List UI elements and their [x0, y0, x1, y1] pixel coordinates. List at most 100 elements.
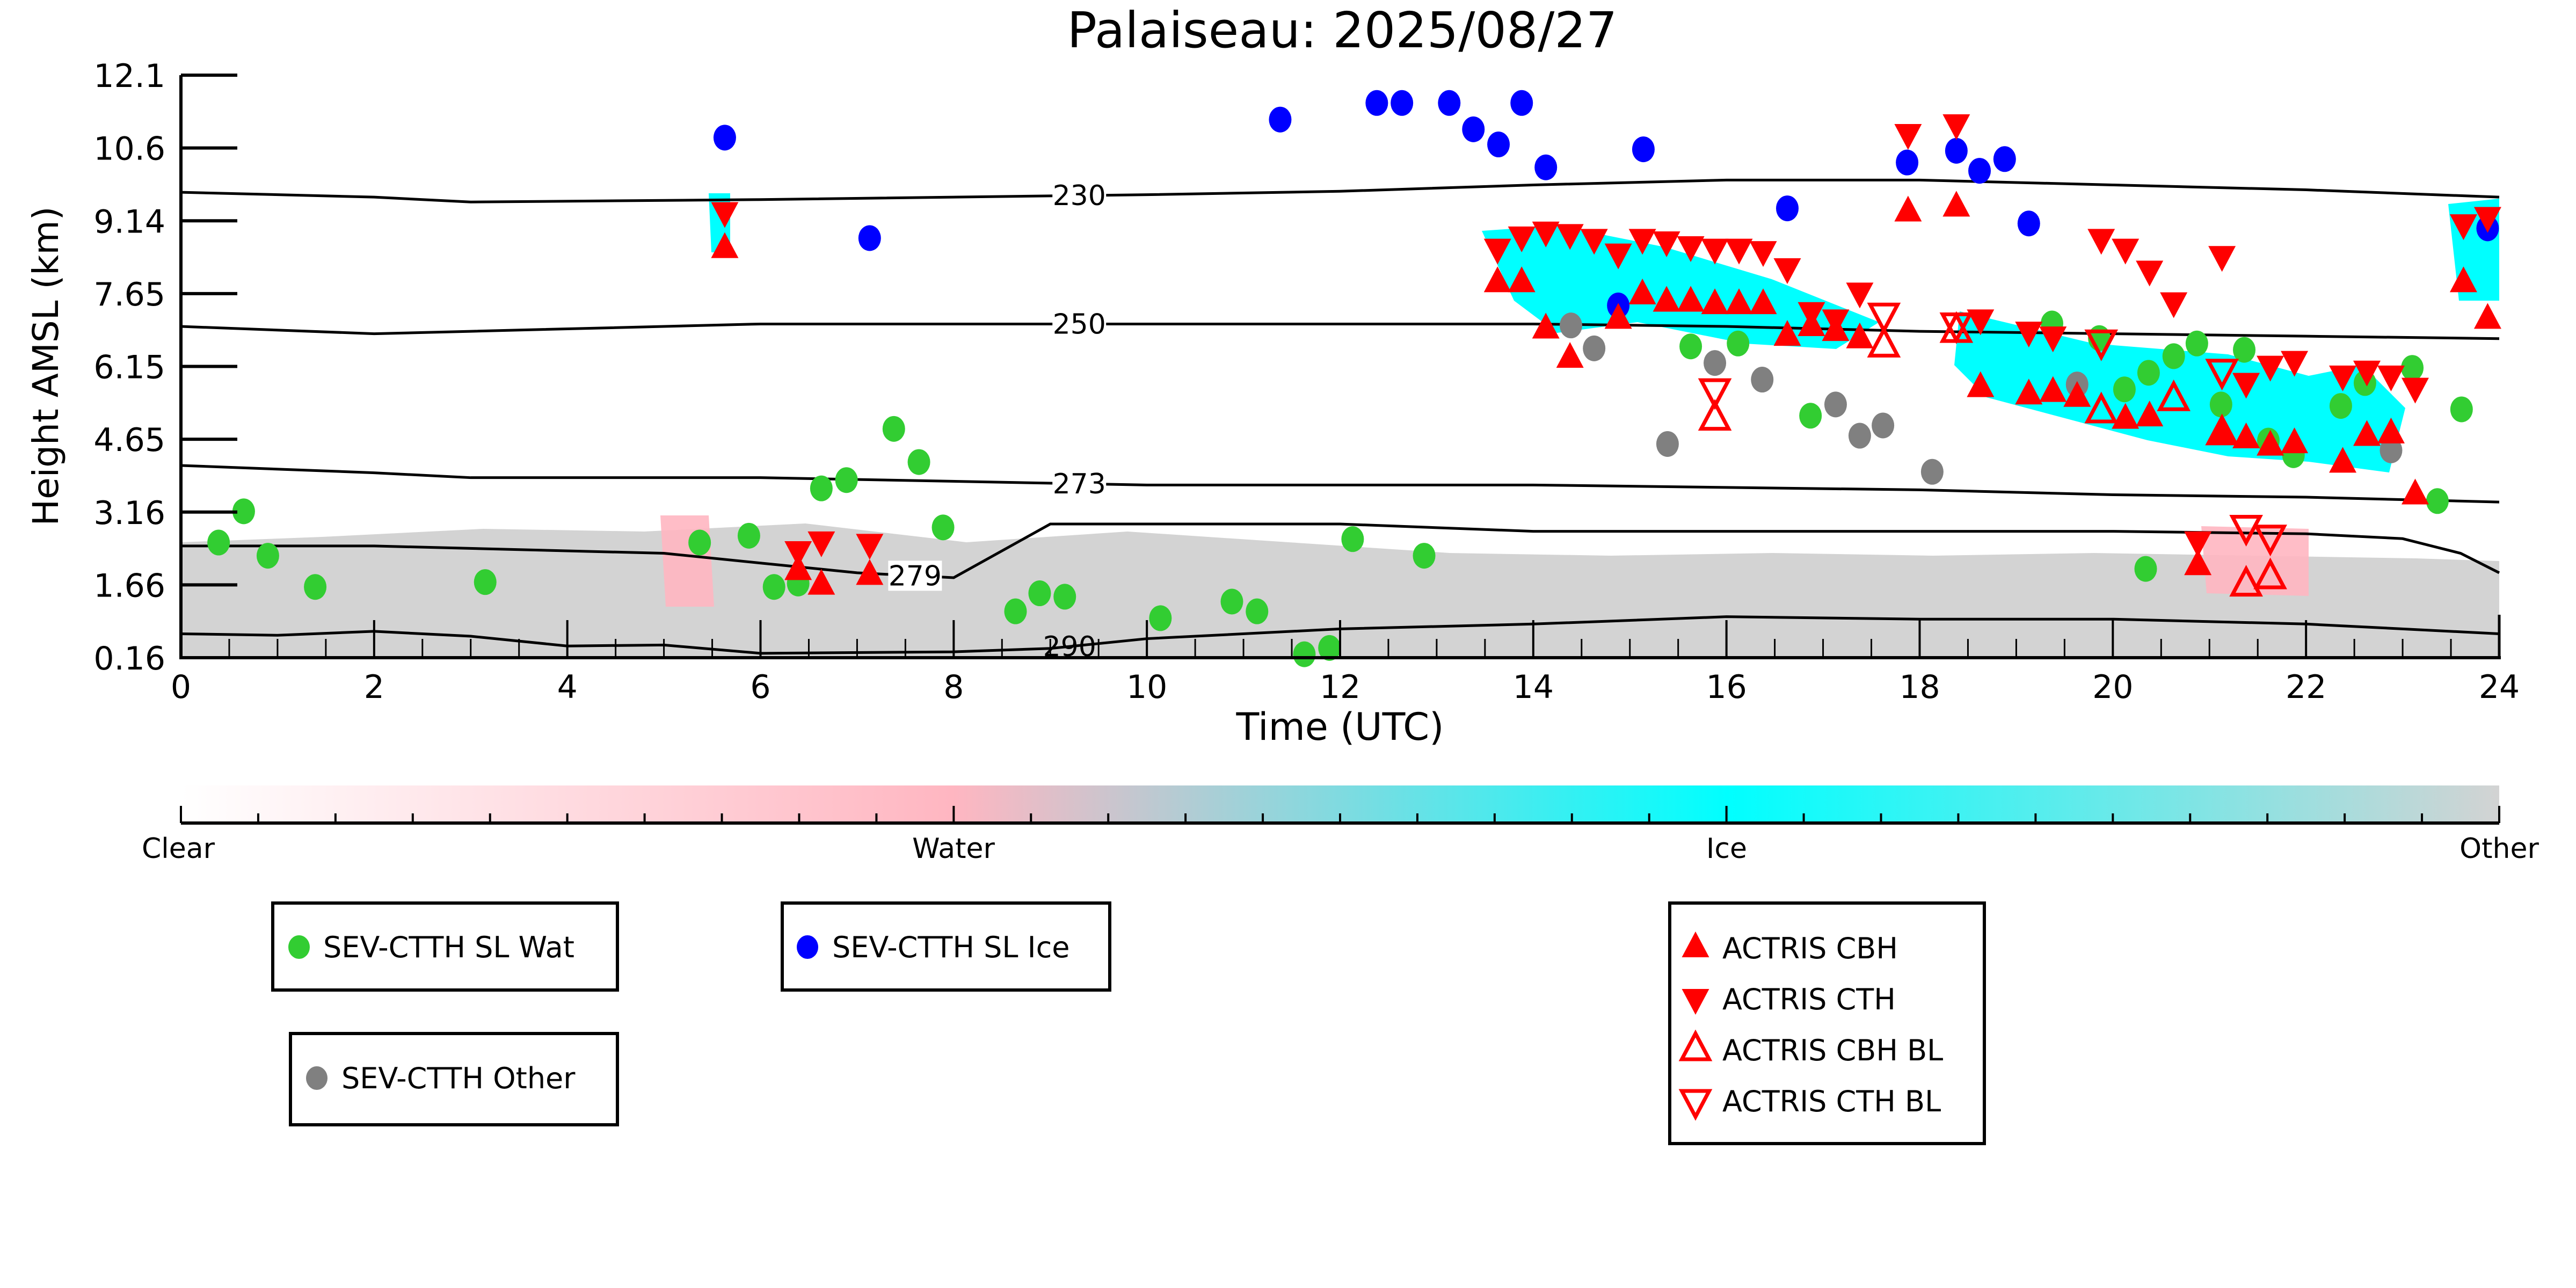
data-point [1318, 635, 1341, 661]
data-point [2084, 391, 2119, 424]
data-point [2112, 238, 2140, 265]
data-point [762, 574, 785, 600]
data-point [2157, 379, 2191, 411]
y-tick-label: 7.65 [93, 276, 165, 314]
data-point [2233, 337, 2256, 363]
data-point [1269, 106, 1292, 133]
data-point [1677, 286, 1705, 312]
legend-ice-label: SEV-CTTH SL Ice [832, 930, 1070, 964]
data-point [2184, 549, 2212, 576]
data-point [1556, 224, 1584, 250]
legend-actris-label: ACTRIS CBH BL [1722, 1034, 1943, 1067]
data-point [2257, 355, 2284, 382]
data-point [2401, 355, 2424, 381]
data-point [856, 559, 884, 585]
legend-sl-wat: SEV-CTTH SL Wat [271, 901, 619, 992]
colorbar-label-ice: Ice [1706, 833, 1747, 865]
data-point [2205, 359, 2239, 391]
data-point [2329, 365, 2357, 391]
colorbar-label-clear: Clear [142, 833, 215, 865]
data-point [1968, 158, 1991, 184]
data-point [1798, 302, 1825, 328]
data-point [2015, 322, 2043, 348]
contour-label-bg [1052, 309, 1107, 339]
data-point [1149, 605, 1172, 631]
chart-title: Palaiseau: 2025/08/27 [1067, 2, 1618, 59]
data-point [2113, 376, 2136, 403]
data-point [2136, 260, 2164, 287]
data-point [1246, 598, 1269, 624]
data-point [2137, 360, 2160, 386]
y-axis-label: Height AMSL (km) [25, 207, 67, 526]
contour-230 [180, 178, 2500, 203]
data-point [2232, 373, 2260, 399]
data-point [2473, 207, 2501, 233]
data-point [1532, 221, 1560, 248]
data-point [1534, 154, 1558, 180]
data-point [2377, 365, 2405, 391]
data-point [1749, 241, 1777, 267]
data-point [1967, 309, 1995, 336]
contour-label: 273 [1053, 468, 1106, 500]
data-point [711, 202, 739, 228]
data-point [2084, 329, 2119, 361]
data-point [1749, 288, 1777, 315]
data-point [1508, 226, 1536, 252]
data-point [2017, 210, 2040, 237]
y-tick-label: 6.15 [93, 349, 165, 387]
data-point [737, 522, 760, 549]
data-point [2281, 427, 2309, 454]
data-point [1698, 399, 1732, 431]
data-point [2209, 391, 2232, 418]
data-point [1993, 146, 2016, 172]
data-point [207, 529, 230, 556]
contour-label: 250 [1053, 308, 1106, 340]
data-point [1560, 312, 1583, 339]
data-point [1053, 584, 1076, 610]
data-point [2377, 417, 2405, 443]
data-point [1725, 238, 1753, 265]
legend-actris-label: ACTRIS CBH [1722, 932, 1898, 965]
x-tick-label: 14 [1513, 668, 1554, 706]
data-point [256, 543, 279, 569]
contour-label: 279 [889, 560, 942, 592]
data-point [784, 554, 812, 580]
contour-label: 230 [1053, 180, 1106, 212]
data-point [1391, 90, 1414, 116]
data-points [207, 90, 2501, 667]
colorbar-label-water: Water [912, 833, 995, 865]
data-point [1679, 333, 1702, 360]
y-tick-label: 9.14 [93, 203, 165, 241]
data-point [1628, 229, 1656, 255]
data-point [2401, 478, 2429, 505]
x-tick-label: 10 [1126, 668, 1167, 706]
data-point [784, 541, 812, 567]
contour-label-bg [1052, 468, 1107, 499]
data-point [2229, 515, 2263, 547]
data-point [688, 529, 711, 556]
data-point [1510, 90, 1533, 116]
data-point [2401, 377, 2429, 404]
data-point [1942, 191, 1970, 217]
data-point [856, 534, 884, 560]
legend-wat-marker [288, 935, 310, 959]
x-tick-label: 6 [750, 668, 770, 706]
data-point [2185, 330, 2208, 356]
x-tick-label: 18 [1899, 668, 1940, 706]
data-point [2449, 266, 2477, 293]
data-point [1872, 412, 1895, 439]
x-axis-label: Time (UTC) [1236, 705, 1444, 749]
legend-other-label: SEV-CTTH Other [341, 1061, 576, 1095]
data-point [2329, 393, 2352, 419]
contour-279 [181, 522, 2500, 579]
data-point [1945, 137, 1968, 164]
y-tick-label: 3.16 [93, 494, 165, 532]
data-point [2162, 343, 2185, 369]
data-point [1653, 286, 1680, 312]
contour-250 [180, 322, 2500, 340]
x-tick-label: 20 [2092, 668, 2133, 706]
data-point [2426, 488, 2449, 514]
data-point [1508, 266, 1536, 293]
